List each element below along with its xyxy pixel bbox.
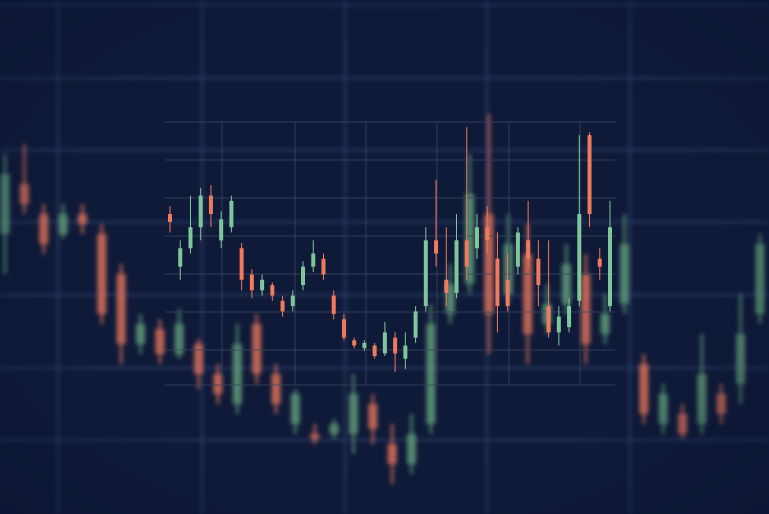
vignette (0, 0, 769, 514)
chart (0, 0, 769, 514)
